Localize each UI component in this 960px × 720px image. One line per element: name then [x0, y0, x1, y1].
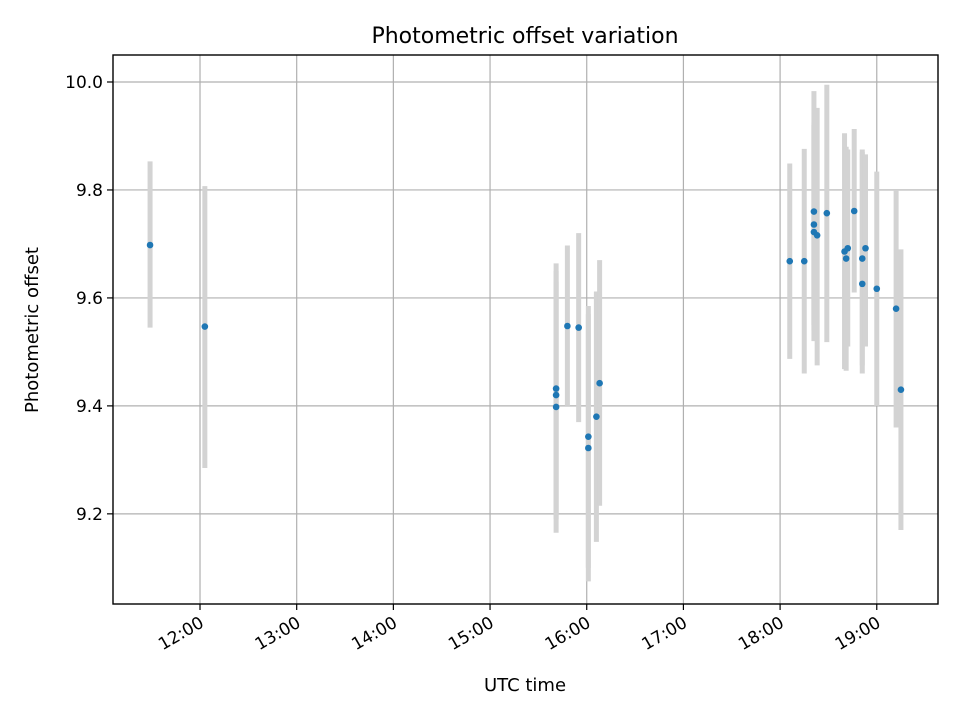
x-tick-label: 17:00: [638, 613, 690, 655]
data-point: [897, 386, 905, 393]
data-point: [552, 385, 560, 392]
point-layer: [146, 207, 905, 452]
y-axis-label: Photometric offset: [22, 247, 43, 413]
x-tick-label: 18:00: [735, 613, 787, 655]
data-point: [858, 280, 866, 288]
data-point: [596, 379, 603, 387]
x-tick-label: 12:00: [155, 613, 207, 655]
y-tick-label: 9.6: [76, 289, 103, 309]
data-point: [844, 244, 852, 252]
x-tick-label: 14:00: [348, 613, 400, 655]
y-tick-label: 9.4: [76, 397, 103, 417]
errorbar-layer: [147, 84, 904, 582]
y-tick-label: 10.0: [65, 73, 103, 93]
data-point: [552, 391, 560, 399]
data-point: [810, 208, 818, 215]
data-point: [552, 403, 560, 411]
data-point: [201, 323, 209, 330]
data-point: [585, 433, 592, 440]
data-point: [813, 232, 821, 239]
data-point: [858, 255, 866, 262]
plot-frame: [112, 54, 939, 605]
data-point: [862, 244, 869, 252]
data-point: [873, 285, 881, 293]
data-point: [593, 413, 600, 420]
y-tick-label: 9.8: [76, 181, 103, 201]
chart-title: Photometric offset variation: [371, 24, 678, 49]
data-point: [146, 241, 154, 249]
data-point: [892, 305, 900, 313]
data-point: [786, 257, 794, 265]
data-point: [810, 221, 818, 228]
data-point: [800, 257, 808, 265]
x-tick-label: 19:00: [832, 613, 884, 655]
data-point: [564, 322, 571, 330]
tick-layer: 12:00 13:00 14:00 15:00 16:00 17:00 18:00 19:00…: [65, 73, 884, 655]
x-tick-label: 13:00: [252, 613, 304, 655]
y-tick-label: 9.2: [76, 505, 103, 525]
x-tick-label: 16:00: [542, 613, 594, 655]
x-tick-label: 15:00: [445, 613, 497, 655]
data-point: [842, 255, 850, 262]
data-point: [575, 324, 582, 331]
data-point: [585, 444, 592, 452]
x-axis-label: UTC time: [484, 675, 566, 696]
data-point: [823, 209, 831, 217]
data-point: [850, 207, 858, 215]
